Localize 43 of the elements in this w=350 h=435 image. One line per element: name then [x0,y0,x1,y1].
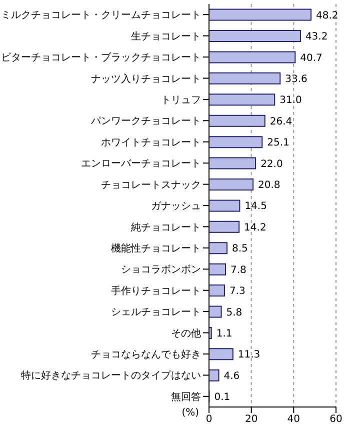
data-label: 40.7 [300,52,322,64]
y-tick-label: ショコラボンボン [121,264,201,276]
y-tick-label: 純チョコレート [131,221,201,234]
data-label: 31.0 [280,95,302,106]
data-label: 25.1 [267,138,290,149]
data-label: 1.1 [216,328,232,340]
y-tick-label: ホワイトチョコレート [101,137,201,148]
y-tick-label: チョコレートスナック [101,180,201,191]
y-tick-label: 特に好きなチョコレートのタイプはない [21,370,201,382]
data-label: 7.8 [230,264,246,276]
data-label: 5.8 [226,307,242,318]
data-label: 7.3 [229,286,246,298]
y-tick-label: ミルクチョコレート・クリームチョコレート [1,10,201,22]
y-tick-label: パンワークチョコレート [90,116,201,128]
data-label: 14.5 [244,201,267,212]
y-tick-label: チョコならなんでも好き [91,350,201,361]
data-label: 8.5 [232,244,248,255]
data-label: 4.6 [224,370,240,382]
data-label: 48.2 [316,10,338,22]
y-tick-label: シェルチョコレート [111,307,201,318]
x-tick-label: 60 [330,414,342,426]
data-label: 20.8 [258,180,280,192]
y-tick-label: エンローバーチョコレート [81,158,201,170]
y-tick-label: 手作りチョコレート [111,284,201,297]
data-label: 11.3 [238,350,260,361]
x-axis-title: (%) [182,408,200,419]
y-tick-label: ナッツ入りチョコレート [91,72,201,85]
data-label: 14.2 [244,222,266,234]
y-tick-label: 機能性チョコレート [111,242,201,254]
y-tick-label: 無回答 [171,390,201,403]
data-label: 22.0 [260,158,283,170]
y-tick-label: 生チョコレート [131,30,201,42]
y-tick-label: その他 [171,327,201,340]
data-label: 43.2 [305,32,328,43]
data-label: 33.6 [285,74,308,85]
y-tick-label: トリュフ [161,94,201,106]
x-tick-label: 40 [287,414,300,426]
data-label: 26.4 [270,116,292,128]
x-tick-label: 20 [244,414,258,426]
y-tick-label: ビターチョコレート・ブラックチョコレート [1,52,201,64]
x-tick-label: 0 [206,414,212,426]
y-tick-label: ガナッシュ [151,201,201,212]
data-label: 0.1 [214,392,230,404]
